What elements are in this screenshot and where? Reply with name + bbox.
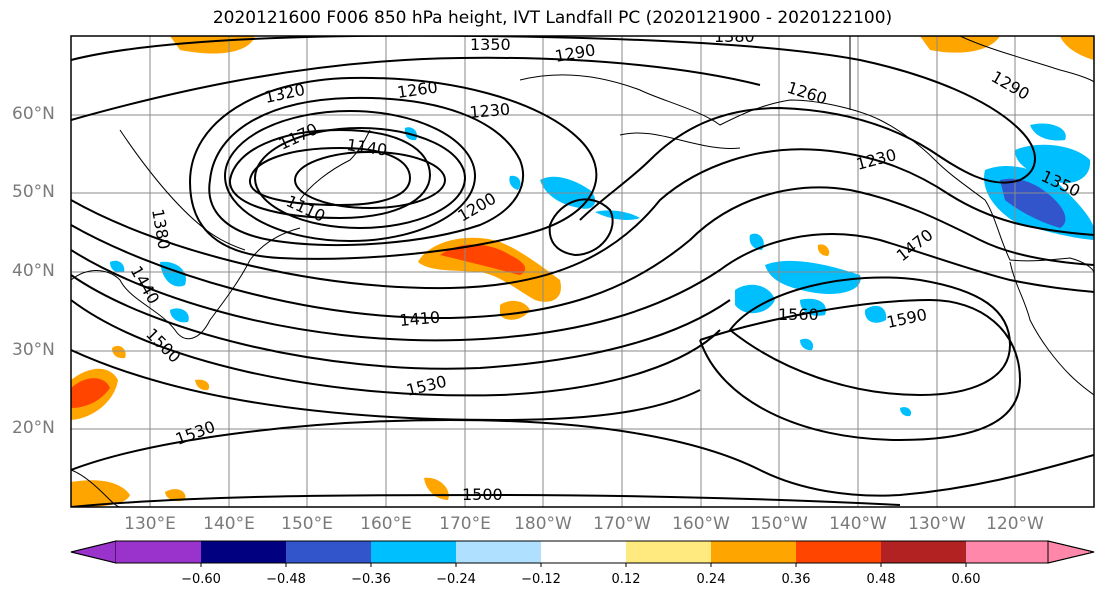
- lon-label: 160°E: [360, 514, 412, 534]
- colorbar-tick-label: 0.24: [696, 572, 726, 587]
- lon-label: 170°E: [439, 514, 491, 534]
- contour-label: 1590: [885, 305, 929, 332]
- lat-label-50n: 50°N: [12, 182, 55, 202]
- contour-label: 1140: [345, 135, 388, 159]
- map-title: 2020121600 F006 850 hPa height, IVT Land…: [212, 8, 893, 28]
- lon-label: 150°W: [750, 514, 808, 534]
- contour-label: 1470: [893, 225, 937, 265]
- colorbar-tick-label: −0.24: [436, 572, 476, 587]
- colorbar-tick-label: 0.60: [951, 572, 981, 587]
- contour-label: 1230: [854, 145, 898, 174]
- colorbar-tick-label: −0.36: [351, 572, 391, 587]
- map-frame: [70, 35, 1095, 508]
- contour-label: 1380: [714, 27, 755, 46]
- contour-label: 1530: [173, 417, 218, 449]
- lat-label-60n: 60°N: [12, 104, 55, 124]
- contour-label: 1410: [399, 308, 441, 330]
- contour-label: 1290: [988, 67, 1033, 104]
- lon-label: 130°W: [908, 514, 966, 534]
- lon-label: 160°W: [672, 514, 730, 534]
- colorbar: [70, 540, 1095, 567]
- lat-label-20n: 20°N: [12, 418, 55, 438]
- contour-label: 1230: [469, 100, 511, 122]
- contour-labels: 1350 1290 1380 1320 1260 1230 1260 1170 …: [127, 27, 1084, 504]
- lon-label: 130°E: [124, 514, 176, 534]
- contour-label: 1440: [127, 263, 164, 308]
- lat-label-40n: 40°N: [12, 261, 55, 281]
- contour-label: 1290: [553, 40, 596, 66]
- lat-label-30n: 30°N: [12, 340, 55, 360]
- colorbar-tick-label: −0.48: [266, 572, 306, 587]
- contour-label: 1380: [148, 207, 174, 250]
- lon-label: 120°W: [986, 514, 1044, 534]
- lon-label: 170°W: [593, 514, 651, 534]
- colorbar-tick-label: 0.12: [611, 572, 641, 587]
- colorbar-tick-label: −0.12: [521, 572, 561, 587]
- colorbar-tick-label: 0.36: [781, 572, 811, 587]
- colorbar-tick-label: −0.60: [181, 572, 221, 587]
- contour-label: 1260: [785, 78, 830, 109]
- contour-label: 1500: [462, 485, 503, 504]
- contour-label: 1260: [396, 77, 439, 101]
- contour-label: 1500: [142, 324, 184, 366]
- lon-label: 150°E: [281, 514, 333, 534]
- contour-label: 1350: [470, 35, 511, 54]
- graticule: [71, 36, 1094, 507]
- lon-label: 180°W: [514, 514, 572, 534]
- lon-label: 140°W: [829, 514, 887, 534]
- contour-label: 1560: [778, 305, 819, 324]
- colorbar-tick-label: 0.48: [866, 572, 896, 587]
- lon-label: 140°E: [203, 514, 255, 534]
- coastlines: [71, 36, 1094, 507]
- height-contours: [71, 36, 1094, 507]
- contour-label: 1200: [455, 189, 500, 226]
